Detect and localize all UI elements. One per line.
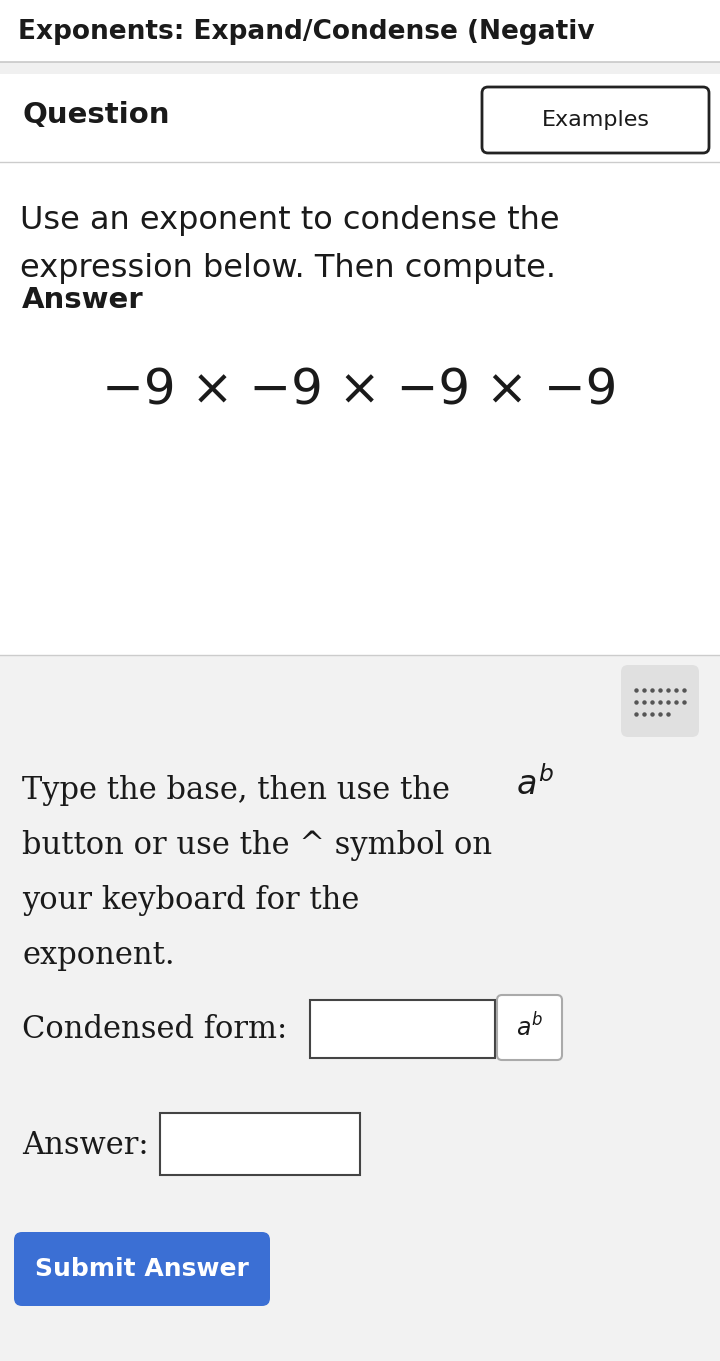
Text: Question: Question	[22, 101, 169, 129]
Bar	[160, 1113, 360, 1175]
Text: $a^b$: $a^b$	[516, 766, 554, 802]
FancyBboxPatch shape	[482, 87, 709, 152]
Text: Answer: Answer	[22, 286, 143, 314]
Text: −9 × −9 × −9 × −9: −9 × −9 × −9 × −9	[102, 366, 618, 414]
FancyBboxPatch shape	[621, 666, 699, 738]
Text: expression below. Then compute.: expression below. Then compute.	[20, 253, 556, 283]
Text: Use an exponent to condense the: Use an exponent to condense the	[20, 204, 559, 235]
Text: Type the base, then use the: Type the base, then use the	[22, 774, 460, 806]
Text: Condensed form:: Condensed form:	[22, 1014, 287, 1045]
Bar	[0, 655, 720, 1361]
Text: Submit Answer: Submit Answer	[35, 1258, 249, 1281]
Text: your keyboard for the: your keyboard for the	[22, 885, 359, 916]
Bar	[0, 73, 720, 655]
Bar	[0, 0, 720, 63]
Text: $a^b$: $a^b$	[516, 1013, 543, 1041]
Text: Exponents: Expand/Condense (Negativ: Exponents: Expand/Condense (Negativ	[18, 19, 595, 45]
Bar	[310, 1000, 495, 1057]
Text: Answer:: Answer:	[22, 1130, 148, 1161]
Text: exponent.: exponent.	[22, 939, 175, 970]
Text: button or use the ^ symbol on: button or use the ^ symbol on	[22, 829, 492, 860]
FancyBboxPatch shape	[14, 1232, 270, 1307]
Text: Examples: Examples	[541, 110, 649, 131]
FancyBboxPatch shape	[497, 995, 562, 1060]
